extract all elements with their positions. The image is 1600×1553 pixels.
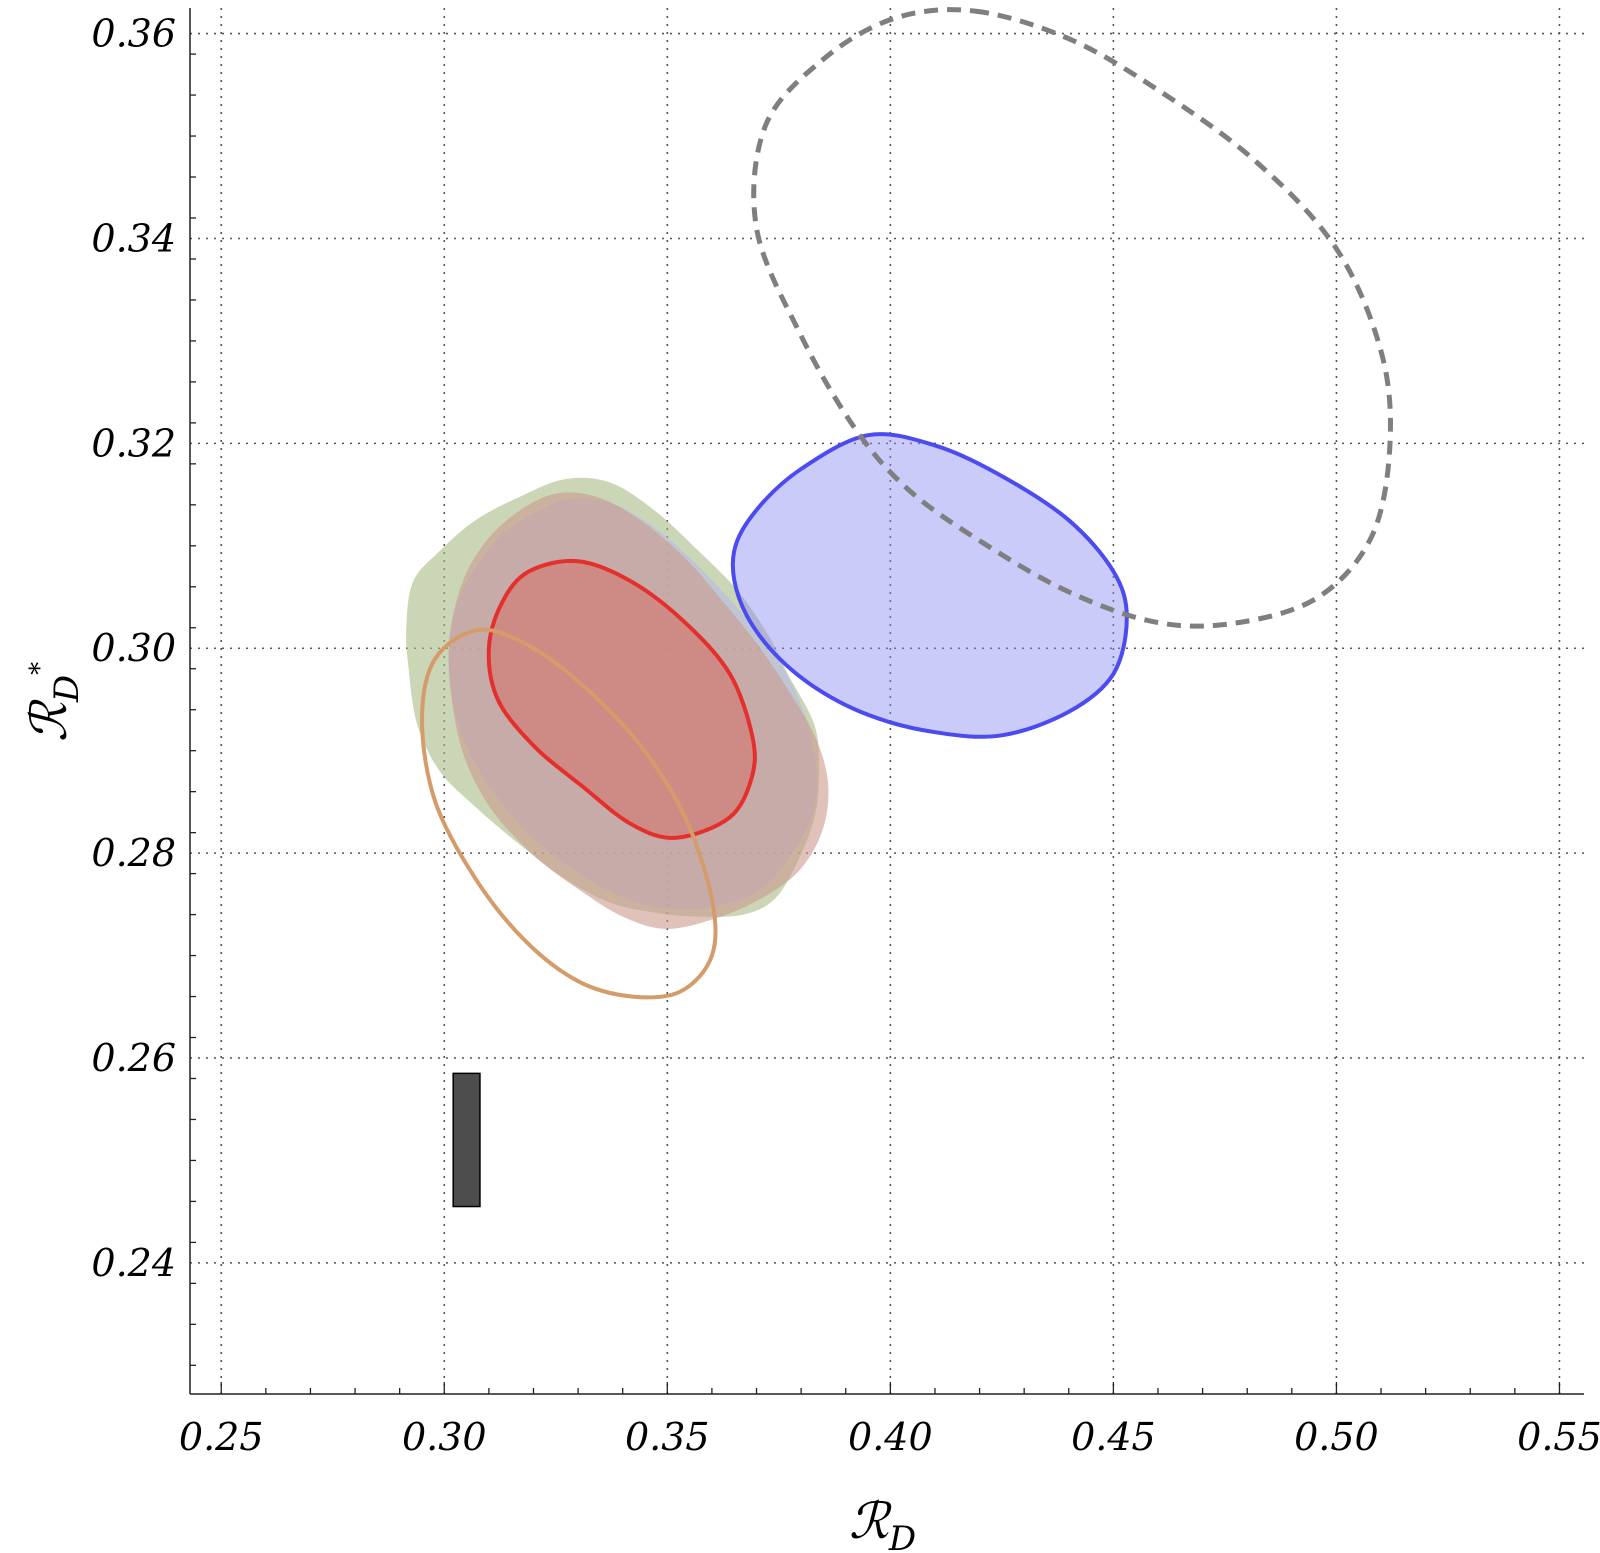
x-axis-title: ℛD: [849, 1492, 916, 1553]
x-tick-label: 0.30: [402, 1415, 487, 1459]
y-tick-label: 0.30: [91, 626, 176, 670]
y-axis-title-sub: D: [47, 675, 87, 703]
x-axis-title-main: ℛ: [849, 1492, 892, 1550]
sm-prediction-box: [452, 1072, 481, 1208]
y-tick-label: 0.36: [91, 12, 176, 56]
x-axis-title-sub: D: [888, 1519, 916, 1553]
y-axis-title-sup: *: [25, 662, 55, 675]
axis-ticks: [190, 53, 1561, 1394]
y-axis-title-main: ℛ: [20, 699, 78, 742]
x-tick-label: 0.45: [1071, 1415, 1156, 1459]
y-tick-label: 0.32: [91, 421, 176, 465]
y-tick-label: 0.24: [91, 1241, 176, 1285]
y-tick-label: 0.28: [91, 831, 176, 875]
plot-frame: [189, 8, 1584, 1395]
x-tick-label: 0.55: [1517, 1415, 1600, 1459]
contour-regions: [406, 7, 1393, 1208]
region-tan-contour: [420, 627, 718, 1000]
x-tick-label: 0.50: [1294, 1415, 1379, 1459]
y-tick-label: 0.26: [91, 1036, 176, 1080]
x-tick-label: 0.25: [179, 1415, 264, 1459]
y-axis-title: ℛD*: [20, 662, 87, 742]
tick-labels: 0.25 0.30 0.35 0.40 0.45 0.50 0.55 0.24 0.26 0.28…: [91, 12, 1600, 1459]
region-blue-contour: [730, 432, 1129, 739]
region-gray-dashed-contour: [751, 7, 1393, 629]
x-tick-label: 0.35: [625, 1415, 710, 1459]
y-tick-label: 0.34: [91, 216, 176, 260]
x-tick-label: 0.40: [848, 1415, 933, 1459]
region-red-contour: [486, 558, 757, 840]
